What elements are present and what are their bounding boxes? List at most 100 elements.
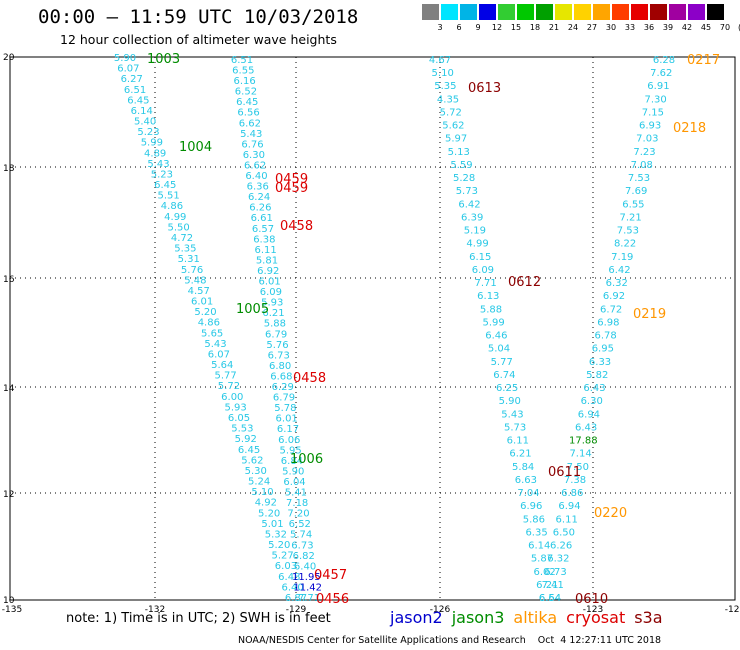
wave-height-value: 6.55 <box>232 66 254 77</box>
scale-label: 30 <box>605 23 617 32</box>
wave-height-value: 7.08 <box>631 160 653 171</box>
page-subtitle: 12 hour collection of altimeter wave hei… <box>60 32 337 47</box>
wave-height-value: 7.18 <box>286 498 308 509</box>
satellite-jason2: jason2 <box>390 608 443 627</box>
scale-label: 6 <box>456 23 462 32</box>
wave-height-value: 6.51 <box>231 55 253 66</box>
wave-height-value: 6.16 <box>233 76 255 87</box>
scale-swatch <box>688 4 706 20</box>
wave-height-value: 7.41 <box>542 580 564 591</box>
pass-label: 0459 <box>275 172 308 187</box>
wave-height-value: 6.45 <box>236 97 258 108</box>
wave-height-value: 7.53 <box>628 173 650 184</box>
scale-swatch <box>612 4 630 20</box>
pass-label: 0220 <box>594 506 627 521</box>
wave-height-value: 5.20 <box>258 508 280 519</box>
x-tick-label: -135 <box>2 605 22 615</box>
wave-height-value: 6.43 <box>583 383 605 394</box>
wave-height-value: 7.69 <box>625 186 647 197</box>
wave-height-value: 5.23 <box>137 127 159 138</box>
wave-height-value: 6.15 <box>469 252 491 263</box>
wave-height-value: 5.95 <box>279 445 301 456</box>
wave-height-value: 6.09 <box>260 287 282 298</box>
x-tick-label: -129 <box>286 605 307 615</box>
wave-height-value: 6.39 <box>461 212 483 223</box>
map-axes: -135 -132 -129 -126 -123 -120 20 18 16 14 12 10 <box>2 53 740 615</box>
scale-swatch <box>422 4 440 20</box>
wave-height-value: 6.11 <box>556 514 578 525</box>
scale-label: 45 <box>700 23 712 32</box>
wave-height-value: 7.03 <box>636 134 658 145</box>
wave-height-value: 5.27 <box>271 551 293 562</box>
y-tick-label: 10 <box>3 596 15 606</box>
wave-height-value: 6.21 <box>536 580 558 591</box>
wave-height-value: 7.20 <box>287 509 309 520</box>
wave-height-value: 6.62 <box>244 160 266 171</box>
wave-height-value: 5.99 <box>483 317 505 328</box>
wave-height-value: 6.01 <box>258 277 280 288</box>
scale-swatch <box>631 4 649 20</box>
wave-height-value: 4.99 <box>164 212 186 223</box>
wave-height-value: 5.72 <box>440 107 462 118</box>
wave-height-value: 7.30 <box>645 94 667 105</box>
wave-height-value: 6.38 <box>253 234 275 245</box>
wave-height-value: 6.84 <box>281 456 303 467</box>
wave-height-value: 6.61 <box>251 213 273 224</box>
wave-height-value: 6.79 <box>273 393 295 404</box>
satellite-legend: jason2 jason3 altika cryosat s3a <box>390 608 672 627</box>
wave-height-value: 6.13 <box>477 291 499 302</box>
pass-label: 0218 <box>673 121 706 136</box>
wave-height-value: 6.96 <box>520 501 542 512</box>
wave-height-value: 4.92 <box>255 498 277 509</box>
scale-swatch <box>707 4 725 20</box>
wave-height-value: 7.19 <box>611 252 633 263</box>
wave-height-value: 6.57 <box>252 224 274 235</box>
wave-height-value: 6.45 <box>127 95 149 106</box>
wave-height-value: 6.73 <box>291 540 313 551</box>
wave-height-value: 6.94 <box>578 409 600 420</box>
wave-height-value: 6.01 <box>191 297 213 308</box>
wave-height-value: 6.14 <box>131 106 153 117</box>
scale-swatch <box>498 4 516 20</box>
wave-height-value: 5.90 <box>282 466 304 477</box>
scale-swatch <box>593 4 611 20</box>
wave-height-value: 7.71 <box>298 593 320 604</box>
wave-height-value: 5.86 <box>523 514 545 525</box>
wave-height-value: 6.40 <box>245 171 267 182</box>
wave-height-value: 5.35 <box>434 81 456 92</box>
scale-label: 15 <box>510 23 522 32</box>
wave-height-value: 7.38 <box>564 475 586 486</box>
wave-height-value: 6.03 <box>275 561 297 572</box>
wave-height-value: 6.74 <box>493 370 515 381</box>
scale-label: 9 <box>475 23 481 32</box>
wave-height-value: 6.30 <box>243 150 265 161</box>
wave-height-value: 6.11 <box>507 436 529 447</box>
wave-height-value: 6.36 <box>247 182 269 193</box>
y-tick-label: 18 <box>3 164 15 174</box>
wave-height-value: 5.10 <box>432 68 454 79</box>
wave-height-value: 6.68 <box>270 371 292 382</box>
wave-height-value: 5.40 <box>134 117 156 128</box>
wave-height-value: 5.43 <box>501 409 523 420</box>
wave-height-value: 5.10 <box>251 487 273 498</box>
wave-height-value: 6.82 <box>293 551 315 562</box>
wave-height-value: 5.76 <box>266 340 288 351</box>
scale-swatch <box>479 4 497 20</box>
y-tick-label: 14 <box>3 384 15 394</box>
wave-height-value: 6.01 <box>276 414 298 425</box>
wave-height-value: 5.19 <box>464 226 486 237</box>
wave-height-value: 5.74 <box>290 530 312 541</box>
wave-height-value: 6.48 <box>278 572 300 583</box>
scale-swatch <box>460 4 478 20</box>
pass-label: 0458 <box>280 219 313 234</box>
wave-height-value: 6.52 <box>235 87 257 98</box>
wave-height-value: 5.88 <box>480 304 502 315</box>
scale-label: 39 <box>662 23 674 32</box>
wave-height-value: 6.24 <box>248 192 270 203</box>
y-tick-label: 12 <box>3 490 14 500</box>
wave-height-value: 4.89 <box>144 148 166 159</box>
wave-height-value: 5.59 <box>450 160 472 171</box>
scale-swatch <box>517 4 535 20</box>
footer-credit: NOAA/NESDIS Center for Satellite Applica… <box>238 635 662 646</box>
